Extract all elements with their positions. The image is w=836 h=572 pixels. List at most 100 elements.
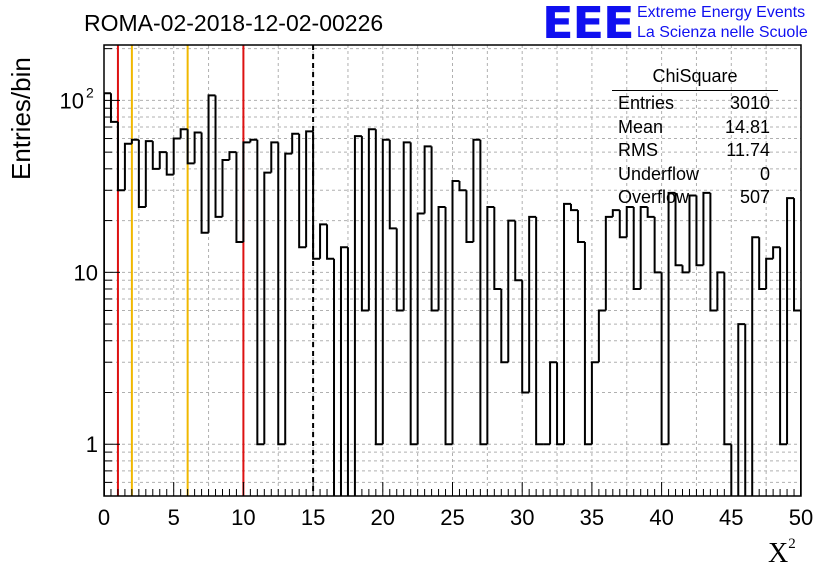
histogram-bin (646, 206, 655, 218)
histogram-bin (158, 151, 167, 169)
histogram-bin (765, 257, 774, 289)
histogram-bin (402, 141, 411, 311)
histogram-bin (507, 219, 516, 363)
y-tick-label: 1 (86, 432, 98, 457)
histogram-bin (786, 197, 795, 445)
histogram-bin (144, 140, 153, 207)
x-tick-label: 20 (371, 505, 395, 530)
logo-line-1: Extreme Energy Events (637, 4, 806, 21)
histogram-bin (326, 224, 335, 260)
x-tick-label: 50 (789, 505, 813, 530)
histogram-bin (374, 129, 383, 446)
histogram-bin (423, 145, 432, 214)
histogram-bin (305, 130, 314, 248)
histogram-bin (228, 151, 237, 161)
histogram-bin (186, 129, 195, 165)
histogram-bin (822, 265, 829, 444)
histogram-bin (200, 132, 209, 234)
histogram-bin (514, 220, 523, 282)
histogram-bin (556, 362, 565, 446)
histogram-bin (214, 95, 223, 218)
x-tick-label: 0 (98, 505, 110, 530)
histogram-bin (597, 309, 606, 363)
histogram-bin (409, 142, 418, 446)
histogram-bin (339, 246, 348, 496)
histogram-bin (360, 136, 369, 312)
histogram-bin (549, 361, 558, 445)
stats-value: 3010 (729, 93, 770, 113)
histogram-bin (779, 247, 788, 446)
histogram-bin (451, 179, 460, 445)
y-tick-label: 10 (60, 88, 84, 113)
histogram-bin (486, 205, 495, 445)
histogram-bin (681, 265, 690, 274)
histogram-bin (179, 128, 188, 139)
histogram-bin (688, 194, 697, 273)
histogram-bin (751, 236, 760, 496)
stats-label: Underflow (618, 163, 700, 184)
histogram-bin (563, 202, 571, 445)
histogram-bin (723, 272, 732, 446)
histogram-bin (104, 92, 111, 496)
stats-value: 507 (739, 187, 770, 207)
histogram-bin (618, 210, 627, 239)
histogram-bin (758, 237, 767, 290)
x-tick-label: 30 (510, 505, 534, 530)
logo-line-2: La Scienza nelle Scuole (637, 24, 808, 41)
stats-label: Entries (618, 93, 675, 113)
stats-row-mean: Mean 14.81 (612, 116, 778, 140)
histogram-bin (535, 216, 544, 446)
histogram-bin (444, 206, 453, 446)
histogram-bin (458, 180, 467, 192)
stats-value: 14.81 (724, 116, 770, 137)
histogram-bin (284, 152, 293, 445)
histogram-bin (702, 191, 711, 266)
histogram-bin (221, 159, 230, 217)
histogram-bin (583, 242, 592, 446)
histogram-bin (130, 138, 139, 144)
histogram-bin (416, 212, 425, 445)
histogram-bin (270, 141, 279, 173)
histogram-bin (165, 152, 174, 176)
histogram-bin (639, 205, 648, 289)
histogram-bin (793, 198, 801, 312)
eee-logo: EEE (542, 0, 635, 49)
histogram-bin (430, 146, 439, 312)
x-axis-label-sup: 2 (788, 535, 796, 552)
histogram-bin (277, 142, 286, 446)
histogram-bin (521, 280, 530, 394)
histogram-bin (116, 121, 125, 192)
stats-row-overflow: Overflow 507 (612, 186, 778, 210)
x-tick-label: 25 (440, 505, 464, 530)
histogram-bin (291, 132, 300, 154)
x-tick-label: 35 (580, 505, 604, 530)
histogram-bin (151, 141, 160, 170)
histogram-bin (674, 192, 683, 267)
histogram-bin (298, 133, 307, 249)
histogram-bin (808, 341, 815, 445)
x-tick-label: 5 (168, 505, 180, 530)
histogram-bin (109, 93, 118, 123)
histogram-bin (367, 128, 376, 311)
y-tick-label: 10 (74, 260, 98, 285)
x-tick-label: 10 (231, 505, 255, 530)
stats-row-entries: Entries 3010 (612, 92, 778, 116)
histogram-bin (263, 171, 272, 445)
histogram-bin (137, 139, 146, 208)
chart-title: ROMA-02-2018-12-02-00226 (84, 10, 384, 36)
marker-lines (116, 45, 315, 496)
histogram-bin (667, 191, 676, 445)
histogram-bin (709, 192, 718, 312)
y-tick-label-exponent: 2 (86, 84, 94, 100)
y-axis-label: Entries/bin (6, 57, 36, 180)
stats-row-underflow: Underflow 0 (612, 163, 778, 187)
histogram-bin (242, 141, 251, 243)
histogram-bin (333, 258, 336, 496)
histogram-bars (104, 92, 829, 496)
histogram-bin (590, 361, 599, 445)
histogram-bin (800, 310, 801, 342)
histogram-bin (381, 138, 390, 445)
x-axis-label: X2 (768, 535, 796, 570)
